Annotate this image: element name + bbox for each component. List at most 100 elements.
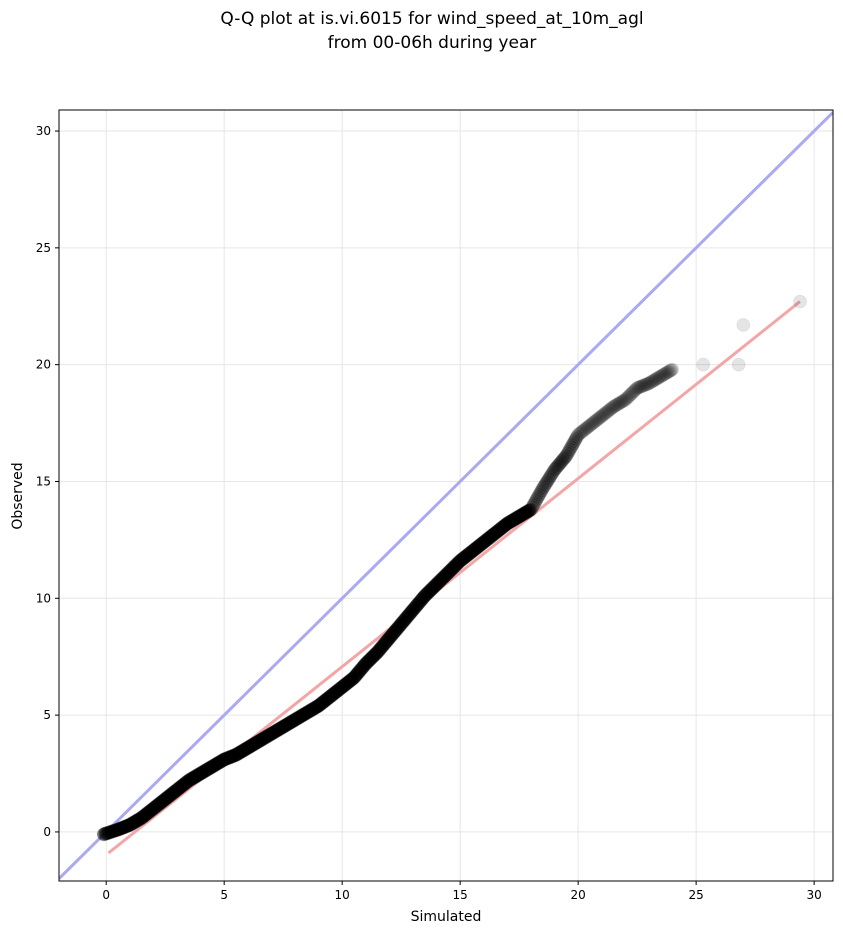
qq-point: [230, 747, 245, 762]
qq-point: [308, 700, 323, 715]
qq-point: [135, 809, 150, 824]
qq-point: [370, 645, 385, 660]
qq-point: [628, 382, 643, 397]
qq-point: [400, 609, 415, 624]
qq-point: [578, 422, 593, 437]
qq-point: [459, 549, 474, 564]
qq-point-outlier: [696, 357, 711, 372]
qq-point: [605, 400, 620, 415]
qq-point: [125, 816, 140, 831]
qq-point: [597, 407, 612, 422]
qq-point: [375, 639, 390, 654]
qq-point: [568, 431, 583, 446]
qq-point: [240, 740, 255, 755]
qq-point: [462, 546, 477, 561]
qq-point: [593, 409, 608, 424]
qq-point: [355, 660, 370, 675]
qq-point: [315, 695, 330, 710]
qq-point: [177, 777, 192, 792]
qq-point: [122, 817, 137, 832]
qq-point: [316, 695, 331, 710]
qq-point: [440, 566, 455, 581]
qq-point: [464, 544, 479, 559]
qq-point: [660, 365, 675, 380]
qq-point: [572, 426, 587, 441]
qq-point: [194, 765, 209, 780]
qq-point: [302, 704, 317, 719]
qq-point: [221, 750, 236, 765]
qq-point: [429, 577, 444, 592]
qq-point: [328, 685, 343, 700]
qq-point: [392, 618, 407, 633]
qq-point: [292, 709, 307, 724]
qq-point: [113, 821, 128, 836]
qq-point: [223, 750, 238, 765]
qq-point: [161, 789, 176, 804]
qq-point: [128, 814, 143, 829]
qq-point: [374, 640, 389, 655]
qq-point: [102, 825, 117, 840]
qq-point: [436, 570, 451, 585]
qq-point: [186, 770, 201, 785]
qq-point: [193, 766, 208, 781]
qq-point: [636, 378, 651, 393]
qq-point: [553, 455, 568, 470]
qq-point: [575, 424, 590, 439]
qq-point: [148, 799, 163, 814]
qq-point: [496, 519, 511, 534]
qq-point: [249, 735, 264, 750]
y-tick-label: 5: [43, 708, 51, 722]
qq-point: [544, 468, 559, 483]
qq-point: [158, 792, 173, 807]
qq-point: [402, 607, 417, 622]
qq-point: [319, 692, 334, 707]
y-tick-label: 0: [43, 825, 51, 839]
qq-point: [554, 454, 569, 469]
qq-point: [431, 574, 446, 589]
qq-point: [298, 706, 313, 721]
qq-point: [501, 515, 516, 530]
y-axis-label: Observed: [10, 462, 26, 529]
qq-point: [474, 537, 489, 552]
x-tick-label: 30: [806, 888, 821, 902]
qq-point: [631, 380, 646, 395]
chart-title-line-2: from 00-06h during year: [328, 33, 537, 53]
qq-point: [155, 794, 170, 809]
qq-point: [519, 505, 534, 520]
qq-point: [418, 587, 433, 602]
qq-point: [502, 515, 517, 530]
qq-point: [361, 654, 376, 669]
qq-point: [623, 388, 638, 403]
qq-point: [269, 724, 284, 739]
qq-point: [645, 374, 660, 389]
qq-point: [110, 822, 125, 837]
qq-point: [331, 682, 346, 697]
qq-point: [468, 541, 483, 556]
qq-point: [133, 811, 148, 826]
qq-point: [284, 714, 299, 729]
qq-point: [569, 429, 584, 444]
qq-point: [619, 391, 634, 406]
qq-point: [590, 412, 605, 427]
x-tick-label: 20: [571, 888, 586, 902]
qq-point: [204, 760, 219, 775]
qq-point: [503, 514, 518, 529]
qq-point: [168, 783, 183, 798]
qq-point: [562, 442, 577, 457]
qq-point: [296, 707, 311, 722]
plot-area: [59, 111, 833, 880]
qq-point: [224, 749, 239, 764]
qq-point: [538, 477, 553, 492]
qq-point: [615, 394, 630, 409]
qq-point: [515, 507, 530, 522]
qq-point: [203, 760, 218, 775]
qq-point: [540, 474, 555, 489]
qq-point: [188, 769, 203, 784]
qq-point: [332, 681, 347, 696]
qq-point: [493, 522, 508, 537]
qq-point: [356, 659, 371, 674]
qq-point: [525, 500, 540, 515]
y-tick-label: 25: [36, 241, 51, 255]
qq-point: [523, 502, 538, 517]
qq-point: [201, 761, 216, 776]
